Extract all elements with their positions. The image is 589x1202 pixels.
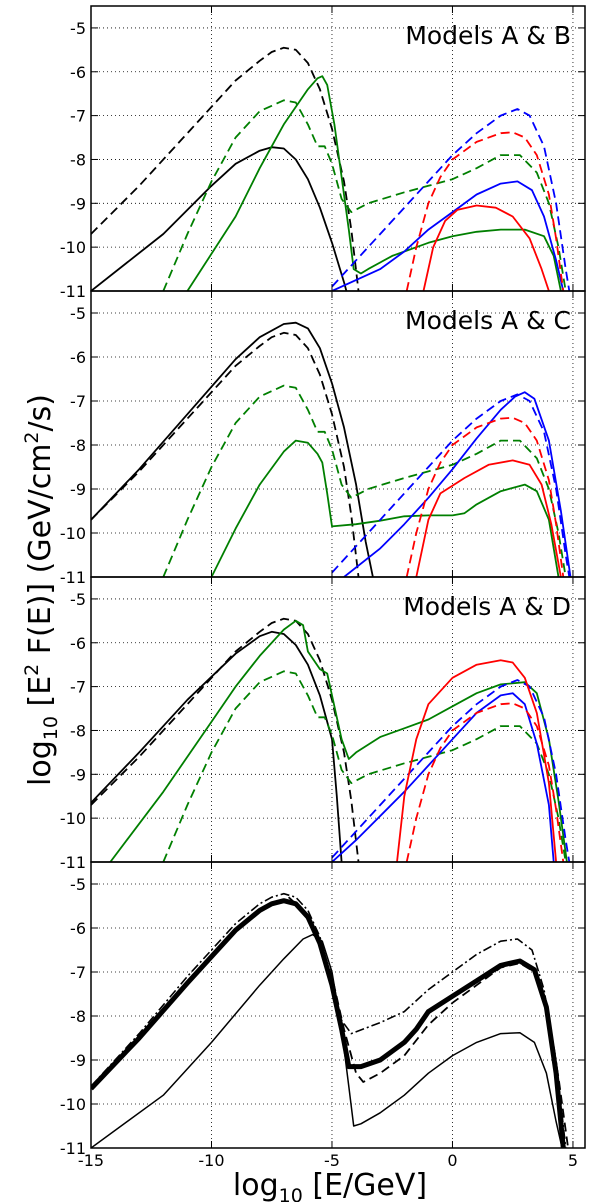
series-line-black-solid bbox=[91, 898, 566, 1148]
y-tick-label: -8 bbox=[70, 436, 86, 455]
series-group bbox=[91, 321, 572, 577]
x-tick-label: 0 bbox=[447, 1151, 457, 1170]
y-axis-label-sup2: 2 bbox=[21, 431, 43, 443]
y-axis-label-close: /s) bbox=[23, 394, 58, 431]
series-line-black-solid bbox=[91, 146, 348, 291]
series-group bbox=[91, 892, 569, 1148]
series-line-blue-dashed bbox=[331, 679, 571, 862]
series-group bbox=[91, 617, 571, 862]
y-tick-label: -8 bbox=[70, 1007, 86, 1026]
series-line-black-solid bbox=[91, 630, 343, 862]
y-tick-label: -5 bbox=[70, 875, 86, 894]
series-group bbox=[91, 46, 571, 291]
y-tick-label: -7 bbox=[70, 107, 86, 126]
x-tick-label: -10 bbox=[198, 1151, 224, 1170]
series-line-black-solid bbox=[91, 321, 374, 577]
series-line-black-dashed bbox=[91, 46, 360, 291]
series-line-red-dashed bbox=[405, 131, 565, 291]
y-tick-label: -5 bbox=[70, 19, 86, 38]
y-tick-label: -10 bbox=[60, 809, 86, 828]
y-axis-label: log10 [E2 F(E)] (GeV/cm2/s) bbox=[21, 394, 62, 786]
y-tick-label: -10 bbox=[60, 1095, 86, 1114]
panel-title: Models A & B bbox=[405, 21, 571, 50]
y-tick-label: -6 bbox=[70, 348, 86, 367]
y-tick-label: -8 bbox=[70, 721, 86, 740]
panel-4: -11 -10 -9 -8 -7 -6 -5 -15 -10 -5 0 5 bbox=[60, 861, 586, 1170]
y-tick-label: -7 bbox=[70, 678, 86, 697]
series-line-green-solid bbox=[186, 75, 562, 291]
y-tick-label: -11 bbox=[60, 282, 86, 301]
series-line-blue-solid bbox=[331, 692, 555, 862]
series-line-black-solid bbox=[91, 933, 563, 1148]
panel-3: -11 -10 -9 -8 -7 -6 -5 Models A & D bbox=[60, 576, 586, 872]
series-line-red-solid bbox=[415, 459, 562, 577]
y-tick-label: -9 bbox=[70, 765, 86, 784]
series-line-blue-solid bbox=[343, 391, 572, 577]
series-line-green-dashed bbox=[162, 384, 567, 577]
x-axis-label-log: log bbox=[233, 1168, 279, 1202]
series-line-green-solid bbox=[109, 619, 568, 862]
series-line-green-solid bbox=[210, 439, 560, 577]
series-line-red-dashed bbox=[405, 416, 565, 577]
y-tick-label: -8 bbox=[70, 150, 86, 169]
x-tick-label: 5 bbox=[568, 1151, 578, 1170]
y-tick-label: -5 bbox=[70, 590, 86, 609]
panel-title: Models A & D bbox=[403, 592, 571, 621]
series-line-blue-dashed bbox=[331, 393, 571, 577]
y-tick-label: -6 bbox=[70, 63, 86, 82]
panels-group: -11 -10 -9 -8 -7 -6 -5 Models A & B -11 -10 -9 -8 -7… bbox=[60, 5, 586, 1170]
series-line-black-dashed bbox=[91, 617, 360, 862]
x-tick-label: -5 bbox=[324, 1151, 340, 1170]
panel-2: -11 -10 -9 -8 -7 -6 -5 Models A & C bbox=[60, 290, 586, 587]
y-tick-label: -11 bbox=[60, 568, 86, 587]
y-tick-label: -9 bbox=[70, 1051, 86, 1070]
y-axis-label-end: F(E)] (GeV/cm bbox=[23, 444, 58, 664]
panel-1: -11 -10 -9 -8 -7 -6 -5 Models A & B bbox=[60, 5, 586, 301]
series-line-black-dashdot bbox=[91, 892, 567, 1148]
y-tick-label: -10 bbox=[60, 238, 86, 257]
y-tick-label: -5 bbox=[70, 304, 86, 323]
y-tick-label: -9 bbox=[70, 194, 86, 213]
y-axis-label-rest: [E bbox=[23, 676, 58, 716]
y-tick-label: -11 bbox=[60, 1139, 86, 1158]
x-axis-label-sub: 10 bbox=[279, 1185, 303, 1202]
y-axis-label-sub: 10 bbox=[40, 716, 62, 740]
series-line-blue-dashed bbox=[331, 108, 571, 291]
y-axis-label-log: log bbox=[23, 740, 58, 786]
panel-frame bbox=[90, 861, 586, 1149]
series-line-red-solid bbox=[396, 659, 557, 862]
panel-title: Models A & C bbox=[405, 306, 571, 335]
y-tick-label: -7 bbox=[70, 392, 86, 411]
x-axis-label: log10 [E/GeV] bbox=[233, 1168, 427, 1202]
y-tick-label: -6 bbox=[70, 634, 86, 653]
y-tick-label: -9 bbox=[70, 480, 86, 499]
series-line-green-dashed bbox=[162, 99, 567, 291]
y-tick-label: -10 bbox=[60, 524, 86, 543]
x-axis-label-rest: [E/GeV] bbox=[303, 1168, 427, 1202]
y-tick-label: -6 bbox=[70, 919, 86, 938]
y-axis-label-sup: 2 bbox=[21, 664, 43, 676]
x-tick-label: -15 bbox=[78, 1151, 104, 1170]
series-line-red-dashed bbox=[405, 702, 565, 862]
y-tick-label: -7 bbox=[70, 963, 86, 982]
series-line-black-dashed bbox=[287, 896, 569, 1148]
y-tick-label: -11 bbox=[60, 853, 86, 872]
series-line-blue-solid bbox=[331, 180, 565, 291]
series-line-green-dashed bbox=[162, 670, 567, 862]
series-line-red-solid bbox=[422, 204, 550, 291]
